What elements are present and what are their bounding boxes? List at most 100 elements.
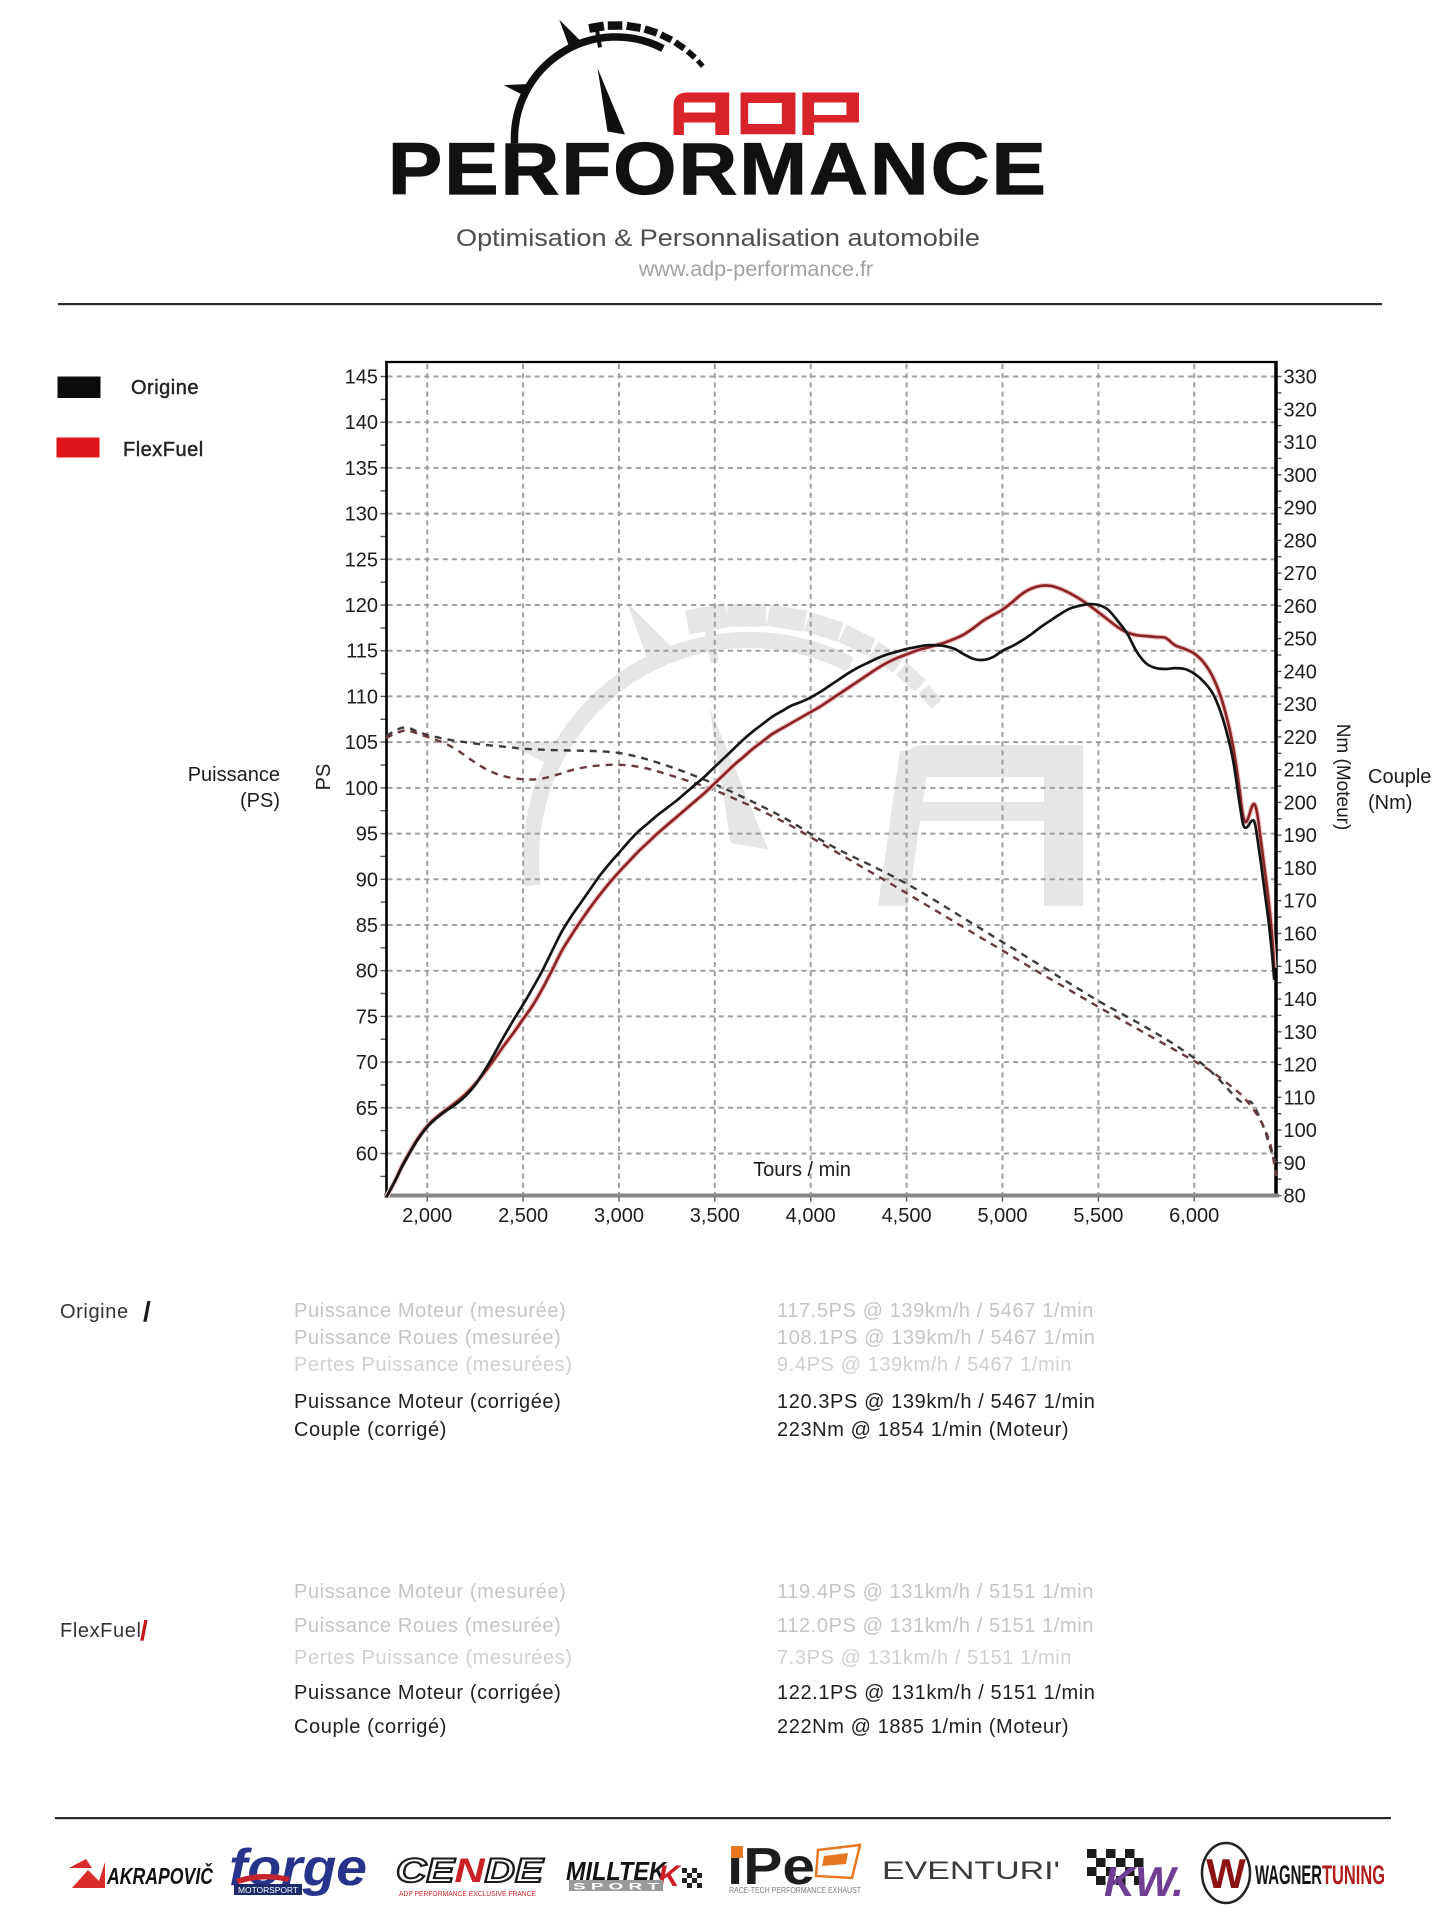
svg-text:80: 80 <box>1284 1186 1306 1208</box>
svg-text:300: 300 <box>1284 465 1317 487</box>
svg-text:(Nm): (Nm) <box>1368 792 1412 814</box>
svg-text:Pertes Puissance (mesurées): Pertes Puissance (mesurées) <box>294 1354 573 1376</box>
svg-text:www.adp-performance.fr: www.adp-performance.fr <box>638 257 873 281</box>
svg-text:160: 160 <box>1284 924 1317 946</box>
svg-text:120: 120 <box>1284 1055 1317 1077</box>
svg-text:WAGNER: WAGNER <box>1255 1860 1322 1890</box>
svg-text:Nm (Moteur): Nm (Moteur) <box>1332 724 1353 831</box>
svg-text:PERFORMANCE: PERFORMANCE <box>388 129 1048 210</box>
svg-text:110: 110 <box>1284 1087 1316 1109</box>
svg-text:Puissance Moteur (corrigée): Puissance Moteur (corrigée) <box>294 1391 561 1413</box>
svg-text:150: 150 <box>1284 956 1317 978</box>
svg-text:140: 140 <box>1284 989 1317 1011</box>
svg-text:Puissance Moteur (mesurée): Puissance Moteur (mesurée) <box>294 1300 566 1322</box>
svg-text:330: 330 <box>1284 367 1317 389</box>
svg-text:Puissance Moteur (corrigée): Puissance Moteur (corrigée) <box>294 1682 561 1704</box>
svg-text:250: 250 <box>1284 629 1317 651</box>
svg-text:119.4PS @ 131km/h / 5151 1/mi: 119.4PS @ 131km/h / 5151 1/min <box>777 1581 1094 1603</box>
svg-text:90: 90 <box>1284 1153 1306 1175</box>
svg-text:130: 130 <box>1284 1022 1317 1044</box>
svg-text:90: 90 <box>356 869 378 891</box>
svg-text:3,000: 3,000 <box>594 1205 644 1227</box>
svg-text:75: 75 <box>356 1006 378 1028</box>
svg-text:108.1PS @ 139km/h / 5467 1/mi: 108.1PS @ 139km/h / 5467 1/min <box>777 1327 1095 1349</box>
svg-text:170: 170 <box>1284 891 1317 913</box>
svg-text:110: 110 <box>346 686 378 708</box>
svg-text:145: 145 <box>345 367 378 389</box>
svg-text:/: / <box>143 1296 151 1327</box>
svg-text:Couple (corrigé): Couple (corrigé) <box>294 1716 447 1738</box>
svg-text:FlexFuel: FlexFuel <box>60 1620 142 1642</box>
svg-text:95: 95 <box>356 824 378 846</box>
svg-text:Origine: Origine <box>60 1301 129 1323</box>
svg-text:5,500: 5,500 <box>1073 1205 1123 1227</box>
svg-text:3,500: 3,500 <box>690 1205 740 1227</box>
svg-text:135: 135 <box>345 458 378 480</box>
svg-text:Couple: Couple <box>1368 766 1431 788</box>
svg-text:320: 320 <box>1284 399 1317 421</box>
svg-text:120: 120 <box>345 595 378 617</box>
svg-text:190: 190 <box>1284 825 1317 847</box>
svg-text:5,000: 5,000 <box>977 1205 1027 1227</box>
svg-text:7.3PS @ 131km/h / 5151 1/min: 7.3PS @ 131km/h / 5151 1/min <box>777 1647 1072 1669</box>
svg-text:TUNING: TUNING <box>1322 1860 1385 1890</box>
svg-text:Couple (corrigé): Couple (corrigé) <box>294 1419 447 1441</box>
svg-text:85: 85 <box>356 915 378 937</box>
svg-text:Puissance Roues (mesurée): Puissance Roues (mesurée) <box>294 1327 561 1349</box>
svg-text:(PS): (PS) <box>240 790 280 812</box>
svg-text:310: 310 <box>1284 432 1317 454</box>
svg-text:Puissance: Puissance <box>188 764 280 786</box>
svg-text:115: 115 <box>346 641 378 663</box>
svg-text:100: 100 <box>345 778 378 800</box>
svg-text:117.5PS @ 139km/h / 5467 1/mi: 117.5PS @ 139km/h / 5467 1/min <box>777 1300 1094 1322</box>
svg-text:2,000: 2,000 <box>402 1205 452 1227</box>
svg-text:Optimisation & Personnalisatio: Optimisation & Personnalisation automobi… <box>456 225 980 252</box>
svg-text:220: 220 <box>1284 727 1317 749</box>
svg-text:W: W <box>1206 1850 1246 1897</box>
svg-text:105: 105 <box>345 732 378 754</box>
svg-text:120.3PS @ 139km/h / 5467 1/mi: 120.3PS @ 139km/h / 5467 1/min <box>777 1391 1095 1413</box>
svg-text:/: / <box>140 1615 148 1646</box>
svg-text:Puissance Moteur (mesurée): Puissance Moteur (mesurée) <box>294 1581 566 1603</box>
svg-text:60: 60 <box>356 1144 378 1166</box>
svg-text:65: 65 <box>356 1098 378 1120</box>
svg-text:AKRAPOVIČ: AKRAPOVIČ <box>106 1862 213 1889</box>
svg-text:RACE-TECH PERFORMANCE EXHAUST: RACE-TECH PERFORMANCE EXHAUST <box>729 1886 861 1895</box>
svg-text:6,000: 6,000 <box>1169 1205 1219 1227</box>
svg-text:MOTORSPORT: MOTORSPORT <box>238 1885 298 1895</box>
svg-text:2,500: 2,500 <box>498 1205 548 1227</box>
svg-text:KW.: KW. <box>1104 1858 1184 1905</box>
svg-text:EVENTURIʹ: EVENTURIʹ <box>882 1857 1060 1885</box>
svg-text:80: 80 <box>356 961 378 983</box>
svg-text:9.4PS @ 139km/h / 5467 1/min: 9.4PS @ 139km/h / 5467 1/min <box>777 1354 1072 1376</box>
svg-text:S P O R T: S P O R T <box>573 1882 660 1892</box>
svg-text:180: 180 <box>1284 858 1317 880</box>
svg-text:100: 100 <box>1284 1120 1317 1142</box>
svg-text:112.0PS @ 131km/h / 5151 1/mi: 112.0PS @ 131km/h / 5151 1/min <box>777 1615 1094 1637</box>
svg-text:Pertes Puissance (mesurées): Pertes Puissance (mesurées) <box>294 1647 573 1669</box>
svg-text:130: 130 <box>345 504 378 526</box>
svg-text:Puissance Roues (mesurée): Puissance Roues (mesurée) <box>294 1615 561 1637</box>
svg-text:280: 280 <box>1284 530 1317 552</box>
svg-text:210: 210 <box>1284 760 1317 782</box>
svg-text:270: 270 <box>1284 563 1317 585</box>
svg-text:230: 230 <box>1284 694 1317 716</box>
svg-text:222Nm @ 1885 1/min (Moteur): 222Nm @ 1885 1/min (Moteur) <box>777 1716 1069 1738</box>
svg-text:70: 70 <box>356 1052 378 1074</box>
svg-text:ADP PERFORMANCE EXCLUSIVE FRAN: ADP PERFORMANCE EXCLUSIVE FRANCE <box>399 1889 536 1898</box>
svg-text:290: 290 <box>1284 498 1317 520</box>
svg-text:FlexFuel: FlexFuel <box>123 439 204 461</box>
svg-text:260: 260 <box>1284 596 1317 618</box>
svg-text:223Nm @ 1854 1/min (Moteur): 223Nm @ 1854 1/min (Moteur) <box>777 1419 1069 1441</box>
svg-text:125: 125 <box>345 549 378 571</box>
svg-text:Tours / min: Tours / min <box>753 1159 851 1181</box>
svg-text:Origine: Origine <box>131 377 199 399</box>
svg-text:140: 140 <box>345 412 378 434</box>
svg-text:122.1PS @ 131km/h / 5151 1/mi: 122.1PS @ 131km/h / 5151 1/min <box>777 1682 1095 1704</box>
svg-text:PS: PS <box>313 764 335 791</box>
svg-text:4,000: 4,000 <box>786 1205 836 1227</box>
svg-text:240: 240 <box>1284 661 1317 683</box>
svg-text:4,500: 4,500 <box>882 1205 932 1227</box>
svg-text:200: 200 <box>1284 792 1317 814</box>
